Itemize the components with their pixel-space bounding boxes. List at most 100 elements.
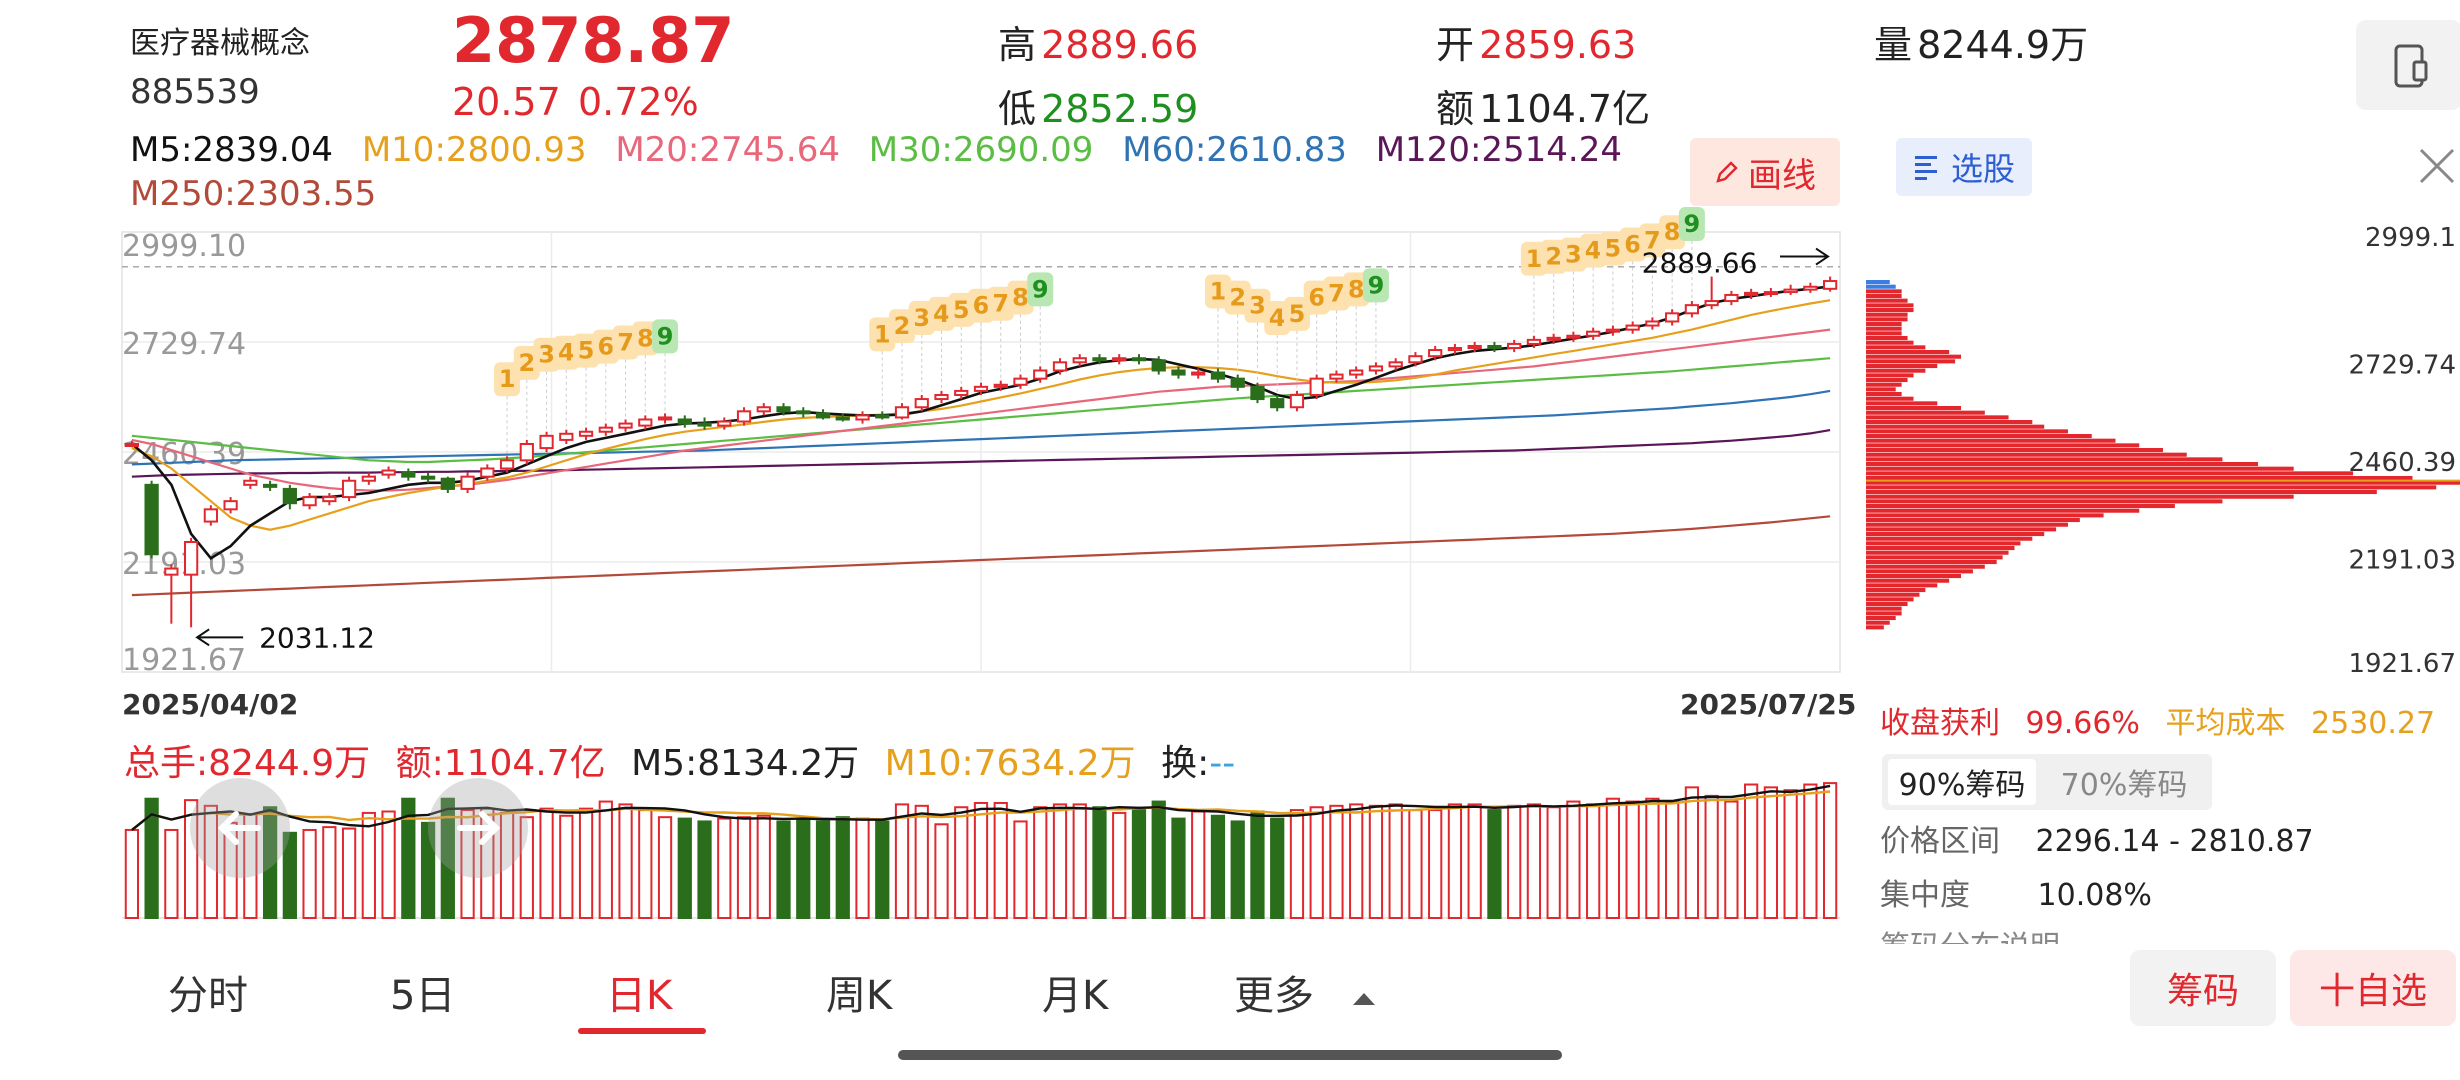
candle [954,389,969,396]
nine-turn-badge [632,321,659,356]
m20-line [131,328,1831,492]
high-point-arrow [1780,247,1830,266]
amount-label: 额 [1436,87,1475,131]
nine-turn-label: 6 [597,333,614,361]
volume-bar [420,821,436,919]
nine-turn-label: 8 [1012,284,1029,312]
nine-turn-marker: 7 [1323,276,1350,371]
nine-turn-marker: 3 [1560,237,1587,332]
volume-bar [894,803,910,920]
chip-bar [1866,392,1902,397]
segment-90-percent[interactable]: 90%筹码 [1888,759,2036,805]
nine-turn-badge [968,288,994,323]
candle [1191,371,1206,376]
active-tab-indicator [578,1028,706,1034]
chip-bar [1866,466,2294,471]
home-indicator [898,1050,1562,1060]
nine-turn-label: 2 [1229,284,1246,312]
candle [440,477,455,490]
tab-monthly-k[interactable]: 月K [1042,973,1109,1019]
tab-daily-k[interactable]: 日K [606,973,673,1019]
chart-end-date: 2025/07/25 [1680,688,1857,721]
price-change: 20.57 [452,80,561,124]
nine-turn-label: 3 [1565,241,1582,269]
nine-turn-label: 2 [518,349,535,377]
candlestick-chart[interactable]: 2999.102729.742460.392191.031921.6712345… [0,0,1860,930]
volume-bar [1684,786,1700,919]
volume-bar [1230,820,1245,919]
nine-turn-label: 8 [1348,275,1365,303]
candle [1250,385,1265,401]
nine-turn-badge [1027,272,1054,307]
high-label: 高 [998,23,1037,67]
nine-turn-label: 3 [538,341,555,369]
nine-turn-marker: 9 [652,319,679,414]
volume-bar [341,827,357,919]
chip-bar [1866,490,2377,495]
volume-bar [1309,806,1324,919]
candle [124,442,139,447]
volume-bar [835,816,850,919]
tab-5day[interactable]: 5日 [390,973,456,1019]
candle [1724,293,1739,303]
candle [420,475,436,480]
concentration-value: 10.08% [2037,878,2152,913]
chip-button[interactable]: 筹码 [2130,950,2276,1026]
candle [1763,291,1779,296]
volume-amount: 额:1104.7亿 [395,743,606,784]
close-panel-button[interactable] [2415,144,2459,188]
triangle-up-icon [1352,993,1375,1005]
volume-bar [124,828,139,920]
tab-more[interactable]: 更多 [1234,963,1379,1021]
nine-turn-label: 9 [1368,271,1385,299]
chip-explain-link[interactable]: 筹码分布说明 [1880,930,2060,944]
candle [1586,330,1601,337]
chip-bar [1866,620,1890,625]
nine-turn-marker: 3 [908,300,935,395]
candle [638,418,653,427]
chip-bar [1866,462,2259,467]
add-watchlist-button[interactable]: 十自选 [2290,950,2456,1026]
turnover-value: -- [1209,743,1236,784]
chip-bar [1866,485,2437,490]
candle [973,385,989,392]
volume-bar [460,809,475,920]
draw-line-button[interactable]: 画线 [1690,138,1840,206]
volume-bar [262,806,278,919]
volume-bar [1724,800,1739,919]
device-toggle-button[interactable] [2356,20,2460,110]
chip-bar [1866,536,2033,541]
scroll-left-button[interactable] [190,778,290,878]
volume-bar [736,816,752,919]
m30-line [131,357,1831,464]
chip-bar [1866,294,1902,299]
candle [1507,342,1522,350]
nine-turn-marker: 5 [1283,296,1310,391]
tab-intraday[interactable]: 分时 [168,973,248,1019]
volume-bar [1388,803,1403,920]
chip-bar [1866,522,2068,527]
volume-bar [203,804,218,920]
nine-turn-badge [652,319,679,354]
chip-axis-label: 1921.67 [2348,649,2456,679]
candle [539,434,554,450]
segment-70-percent[interactable]: 70%筹码 [2060,768,2188,803]
nine-turn-marker: 1 [1204,274,1231,369]
select-stock-button[interactable]: 选股 [1896,138,2032,196]
candle [1072,357,1087,364]
volume-bar [1783,789,1798,920]
scroll-right-button[interactable] [428,778,528,878]
chip-bar [1866,424,2045,429]
volume-bar [1171,817,1186,919]
nine-turn-marker: 6 [1303,280,1330,375]
volume-bar [183,799,199,920]
nine-turn-label: 1 [1526,245,1543,273]
nine-turn-label: 7 [617,328,634,356]
turnover-label: 换: [1161,743,1210,784]
nine-turn-marker: 1 [869,317,896,412]
nine-turn-badge [889,309,916,344]
candle [223,500,238,511]
candle [144,483,159,556]
chip-bar [1866,345,1926,350]
tab-weekly-k[interactable]: 周K [826,973,893,1019]
